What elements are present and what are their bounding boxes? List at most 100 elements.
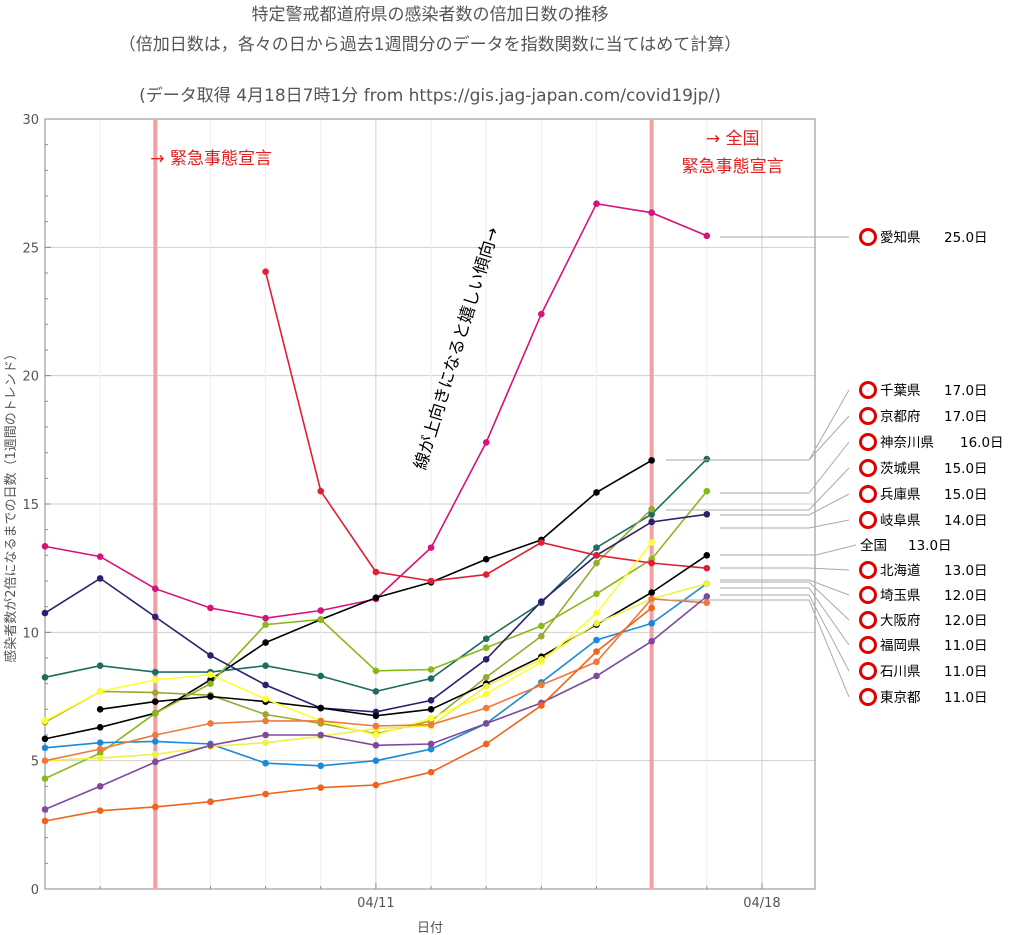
series-label-value: 11.0日 (944, 638, 988, 654)
data-point (703, 232, 711, 240)
series-label: 茨城県 (880, 461, 921, 477)
data-point (482, 682, 490, 690)
data-point (372, 722, 380, 730)
series-label-value: 12.0日 (944, 588, 988, 604)
data-point (593, 489, 600, 496)
series-label-value: 12.0日 (944, 613, 988, 629)
data-point (538, 310, 545, 318)
data-point (207, 720, 214, 727)
data-point (372, 568, 380, 576)
chart-subtitle: （倍加日数は，各々の日から過去1週間分のデータを指数関数に当てはめて計算） (119, 34, 741, 55)
data-point (427, 745, 435, 753)
marker-ring-icon (859, 381, 877, 399)
data-point (648, 510, 655, 518)
leader-line (666, 389, 850, 461)
data-point (317, 616, 325, 623)
series-label: 神奈川県 (880, 435, 934, 451)
leader-line (720, 587, 850, 646)
data-point (648, 539, 655, 546)
series-label: 全国 (860, 537, 887, 554)
marker-ring-icon (859, 433, 877, 451)
leader-line (720, 493, 850, 516)
data-point (262, 662, 269, 669)
data-point (96, 706, 104, 713)
data-point (482, 571, 490, 578)
marker-ring-icon (859, 459, 877, 477)
data-point (648, 505, 655, 513)
data-point (207, 798, 214, 806)
data-point (207, 604, 214, 612)
data-point (593, 544, 600, 551)
y-tick-label: 25 (22, 241, 39, 256)
data-point (317, 784, 325, 791)
data-point (593, 590, 600, 598)
series-label: 福岡県 (880, 638, 921, 654)
data-point (427, 697, 435, 704)
data-point (593, 658, 600, 666)
data-point (648, 595, 655, 603)
marker-ring-icon (859, 407, 877, 425)
y-tick-label: 20 (22, 370, 39, 385)
data-point (96, 739, 104, 746)
data-point (593, 648, 600, 655)
marker-ring-icon (859, 611, 877, 629)
leader-line (720, 519, 850, 529)
series-label-value: 15.0日 (944, 461, 988, 477)
data-point (703, 599, 711, 607)
data-point (41, 817, 49, 825)
data-point (152, 698, 159, 705)
data-point (41, 735, 49, 743)
data-point (41, 609, 49, 617)
series-label: 埼玉県 (880, 588, 921, 604)
axes: 0 5 10 15 20 25 30 04/11 04/18 (22, 113, 816, 911)
data-point (372, 731, 380, 739)
data-point (593, 636, 600, 644)
leader-line (720, 567, 850, 571)
y-tick-label: 0 (31, 883, 39, 898)
data-point (538, 539, 545, 546)
series-label: 愛知県 (880, 229, 921, 246)
data-point (152, 731, 159, 739)
y-tick-label: 30 (22, 113, 39, 128)
data-point (372, 741, 380, 749)
data-point (262, 268, 269, 276)
data-point (41, 757, 49, 764)
data-point (262, 621, 269, 628)
data-point (207, 741, 214, 749)
data-point (41, 717, 49, 725)
data-point (96, 553, 104, 560)
marker-ring-icon (859, 485, 877, 503)
leader-line (720, 594, 850, 672)
data-point (41, 673, 49, 681)
data-point (372, 688, 380, 695)
marker-ring-icon (859, 511, 877, 529)
data-point (96, 783, 104, 790)
data-point (96, 688, 104, 695)
data-point (482, 740, 490, 748)
series-label-value: 11.0日 (944, 664, 988, 680)
series-label-value: 13.0日 (908, 538, 952, 554)
data-point (538, 632, 545, 640)
data-point (427, 768, 435, 776)
x-tick-label: 04/18 (743, 896, 780, 911)
data-point (648, 209, 655, 216)
data-point (152, 613, 159, 621)
series-line-千葉県 (44, 459, 653, 740)
data-point (648, 620, 655, 627)
data-point (593, 552, 600, 559)
data-point (262, 759, 269, 767)
data-point (152, 585, 159, 592)
data-point (703, 487, 711, 495)
data-point (648, 589, 655, 596)
data-point (372, 712, 380, 720)
data-point (648, 604, 655, 612)
data-point (703, 593, 711, 600)
data-point (207, 671, 214, 678)
data-point (262, 681, 269, 689)
leader-line (720, 544, 857, 556)
data-point (152, 709, 159, 717)
data-point (372, 594, 380, 601)
data-point (262, 639, 269, 646)
marker-ring-icon (859, 636, 877, 654)
